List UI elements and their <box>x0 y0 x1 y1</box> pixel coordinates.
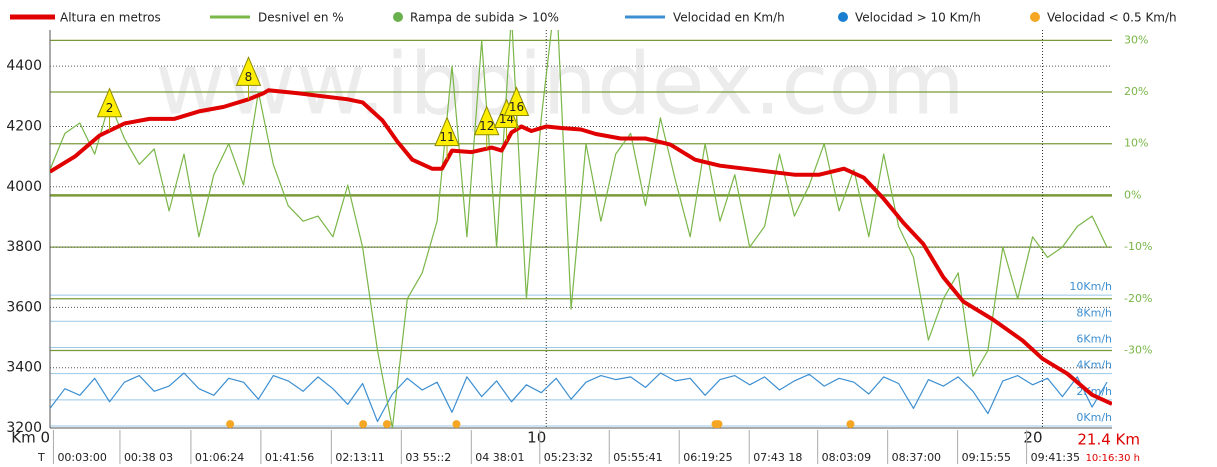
time-label: 04 38:01 <box>475 451 524 464</box>
alt-tick-label: 4400 <box>6 58 42 74</box>
watermark: www.ibpindex.com <box>155 34 965 134</box>
legend-swatch <box>1030 12 1040 22</box>
waypoint-marker <box>473 105 500 136</box>
time-label: 02:13:11 <box>335 451 384 464</box>
legend-label: Velocidad < 0.5 Km/h <box>1047 11 1177 25</box>
total-time: 10:16:30 h <box>1086 453 1140 464</box>
alt-tick-label: 3600 <box>6 299 42 315</box>
pct-tick-label: -30% <box>1124 343 1152 356</box>
time-label: 00:38 03 <box>124 451 173 464</box>
x-tick-label: Km 0 <box>11 429 50 447</box>
time-label: 01:06:24 <box>195 451 244 464</box>
waypoint-marker <box>503 86 530 116</box>
time-label: 08:03:09 <box>822 451 871 464</box>
alt-tick-label: 3400 <box>6 360 42 376</box>
x-tick-label: 10 <box>527 429 546 447</box>
waypoint-label: 11 <box>439 130 454 144</box>
time-label: 05:23:32 <box>544 451 593 464</box>
time-label: 03 55::2 <box>405 451 451 464</box>
x-tick-label: 20 <box>1023 429 1042 447</box>
series-dot <box>359 420 368 428</box>
time-label: 08:37:00 <box>892 451 941 464</box>
pct-tick-label: 10% <box>1124 137 1148 150</box>
alt-tick-label: 4200 <box>6 118 42 134</box>
series-dot <box>226 420 235 428</box>
speed-tick-label: 4Km/h <box>1076 359 1112 372</box>
series-dot <box>846 420 855 428</box>
waypoint-label: 2 <box>106 101 114 115</box>
waypoint-marker <box>96 87 123 118</box>
legend-swatch <box>393 12 403 22</box>
pct-tick-label: 20% <box>1124 85 1148 98</box>
alt-tick-label: 3800 <box>6 239 42 255</box>
alt-tick-label: 3200 <box>6 420 42 436</box>
time-label: 00:03:00 <box>57 451 106 464</box>
waypoint-marker <box>434 116 460 147</box>
pct-tick-label: 30% <box>1124 33 1148 46</box>
legend-label: Rampa de subida > 10% <box>410 11 559 25</box>
time-label: 09:15:55 <box>962 451 1011 464</box>
time-prefix: T <box>37 451 45 464</box>
series-line <box>50 88 1112 406</box>
time-label: 09:41:35 <box>1031 451 1080 464</box>
legend-label: Velocidad en Km/h <box>673 11 785 25</box>
speed-tick-label: 10Km/h <box>1069 280 1112 293</box>
legend-label: Altura en metros <box>60 11 161 25</box>
speed-tick-label: 0Km/h <box>1076 411 1112 424</box>
legend-label: Desnivel en % <box>258 11 344 25</box>
speed-tick-label: 8Km/h <box>1076 306 1112 319</box>
series-line <box>50 30 1108 428</box>
legend-swatch <box>838 12 848 22</box>
time-label: 01:41:56 <box>265 451 314 464</box>
pct-tick-label: 0% <box>1124 188 1141 201</box>
pct-tick-label: -20% <box>1124 292 1152 305</box>
time-label: 07:43 18 <box>753 451 802 464</box>
speed-tick-label: 6Km/h <box>1076 332 1112 345</box>
total-distance: 21.4 Km <box>1077 431 1140 449</box>
series-dot <box>714 420 723 428</box>
time-label: 06:19:25 <box>683 451 732 464</box>
waypoint-label: 8 <box>245 70 253 84</box>
waypoint-marker <box>235 56 262 86</box>
plot-area <box>50 30 1112 428</box>
series-dot <box>382 420 391 428</box>
series-line <box>50 372 1108 423</box>
waypoint-label: 16 <box>509 100 524 114</box>
legend-label: Velocidad > 10 Km/h <box>855 11 981 25</box>
pct-tick-label: -10% <box>1124 240 1152 253</box>
alt-tick-label: 4000 <box>6 179 42 195</box>
series-dot <box>452 420 461 428</box>
time-label: 05:55:41 <box>613 451 662 464</box>
waypoint-label: 12 <box>479 119 494 133</box>
